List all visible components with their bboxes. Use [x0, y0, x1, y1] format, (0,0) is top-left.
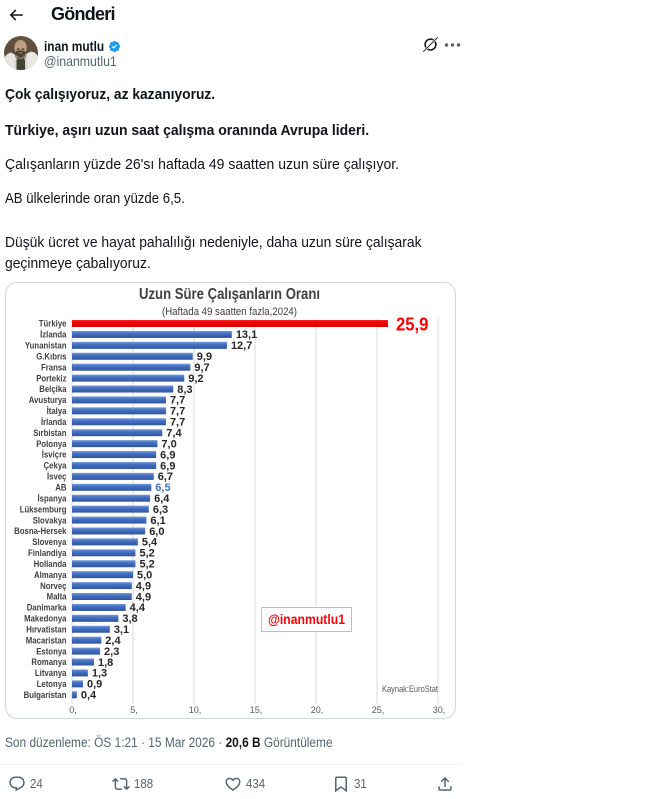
svg-text:7,7: 7,7	[170, 417, 185, 429]
svg-text:Finlandiya: Finlandiya	[28, 548, 67, 559]
svg-text:Türkiye: Türkiye	[39, 319, 67, 330]
svg-text:6,0: 6,0	[149, 526, 164, 538]
svg-text:9,2: 9,2	[188, 373, 203, 385]
svg-text:25,: 25,	[372, 705, 385, 715]
svg-text:Fransa: Fransa	[41, 362, 67, 373]
svg-text:3,1: 3,1	[114, 624, 129, 636]
svg-text:6,3: 6,3	[153, 504, 168, 516]
svg-text:3,8: 3,8	[122, 613, 137, 625]
svg-text:İtalya: İtalya	[47, 406, 67, 417]
svg-text:5,: 5,	[130, 705, 138, 715]
svg-text:Makedonya: Makedonya	[24, 614, 67, 625]
svg-text:Slovakya: Slovakya	[33, 515, 67, 526]
svg-text:Estonya: Estonya	[36, 646, 67, 657]
svg-text:Letonya: Letonya	[37, 679, 67, 690]
svg-text:6,9: 6,9	[160, 460, 175, 472]
svg-text:Avusturya: Avusturya	[29, 395, 67, 406]
svg-text:7,7: 7,7	[170, 406, 185, 418]
svg-text:(Haftada 49 saatten fazla,2024: (Haftada 49 saatten fazla,2024)	[162, 306, 297, 318]
svg-text:Polonya: Polonya	[36, 439, 67, 450]
svg-text:4,4: 4,4	[130, 602, 146, 614]
svg-text:Sırbistan: Sırbistan	[33, 428, 66, 439]
svg-text:2,3: 2,3	[104, 646, 119, 658]
svg-text:İsviçre: İsviçre	[42, 450, 67, 461]
svg-text:0,: 0,	[69, 705, 77, 715]
svg-text:4,9: 4,9	[136, 580, 151, 592]
svg-text:Malta: Malta	[47, 592, 67, 603]
svg-text:6,5: 6,5	[155, 482, 170, 494]
svg-text:0,9: 0,9	[87, 679, 102, 691]
svg-text:Hırvatistan: Hırvatistan	[26, 624, 66, 635]
svg-text:İrlanda: İrlanda	[41, 417, 67, 428]
svg-text:5,2: 5,2	[139, 548, 154, 560]
svg-text:Macaristan: Macaristan	[26, 635, 67, 646]
svg-text:5,0: 5,0	[137, 569, 152, 581]
svg-text:6,4: 6,4	[154, 493, 170, 505]
svg-text:Hollanda: Hollanda	[34, 559, 67, 570]
svg-text:@inanmutlu1: @inanmutlu1	[268, 611, 345, 627]
svg-text:13,1: 13,1	[236, 329, 257, 341]
svg-text:5,2: 5,2	[139, 559, 154, 571]
svg-text:İzlanda: İzlanda	[40, 330, 67, 341]
svg-text:2,4: 2,4	[105, 635, 121, 647]
svg-text:1,3: 1,3	[92, 668, 107, 680]
svg-text:Kaynak:EuroStat: Kaynak:EuroStat	[382, 684, 438, 694]
svg-text:Uzun Süre Çalışanların Oranı: Uzun Süre Çalışanların Oranı	[139, 286, 320, 303]
svg-text:6,1: 6,1	[150, 515, 165, 527]
svg-text:Bosna-Hersek: Bosna-Hersek	[14, 526, 67, 537]
svg-text:1,8: 1,8	[98, 657, 113, 669]
svg-text:8,3: 8,3	[177, 384, 192, 396]
svg-text:15,: 15,	[250, 705, 263, 715]
svg-text:Almanya: Almanya	[34, 570, 67, 581]
svg-text:7,4: 7,4	[166, 428, 182, 440]
svg-text:Bulgaristan: Bulgaristan	[24, 690, 67, 701]
svg-text:Portekiz: Portekiz	[36, 373, 66, 384]
svg-text:Litvanya: Litvanya	[35, 668, 67, 679]
svg-text:6,7: 6,7	[158, 471, 173, 483]
svg-text:20,: 20,	[311, 705, 324, 715]
svg-text:0,4: 0,4	[81, 690, 97, 702]
svg-text:İspanya: İspanya	[38, 493, 68, 504]
svg-text:AB: AB	[55, 483, 66, 494]
svg-text:Belçika: Belçika	[39, 384, 67, 395]
svg-text:9,7: 9,7	[194, 362, 209, 374]
svg-text:7,0: 7,0	[161, 438, 176, 450]
svg-text:6,9: 6,9	[160, 449, 175, 461]
svg-text:25,9: 25,9	[396, 314, 429, 334]
svg-text:G.Kıbrıs: G.Kıbrıs	[36, 351, 66, 362]
svg-text:10,: 10,	[189, 705, 202, 715]
svg-text:Çekya: Çekya	[44, 461, 68, 472]
svg-text:Romanya: Romanya	[31, 657, 67, 668]
svg-text:Lüksemburg: Lüksemburg	[20, 504, 67, 515]
svg-text:Yunanistan: Yunanistan	[25, 341, 67, 352]
svg-text:Norveç: Norveç	[40, 581, 66, 592]
svg-text:9,9: 9,9	[197, 351, 212, 363]
svg-text:Danimarka: Danimarka	[27, 603, 67, 614]
svg-text:12,7: 12,7	[231, 340, 252, 352]
svg-text:İsveç: İsveç	[47, 472, 67, 483]
svg-text:Slovenya: Slovenya	[32, 537, 67, 548]
svg-text:4,9: 4,9	[136, 591, 151, 603]
svg-text:30,: 30,	[433, 705, 446, 715]
svg-text:7,7: 7,7	[170, 395, 185, 407]
svg-text:5,4: 5,4	[142, 537, 158, 549]
